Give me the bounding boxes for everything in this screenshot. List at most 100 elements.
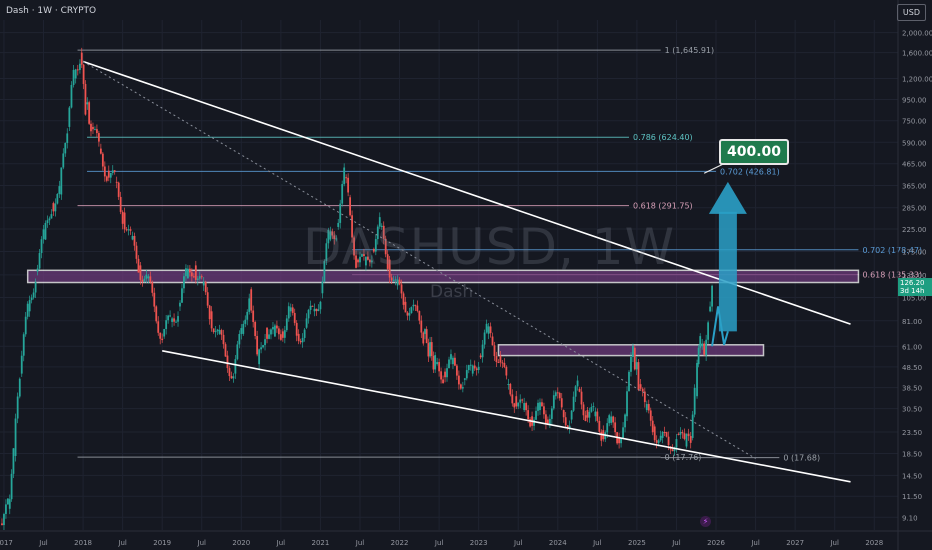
candle-body [103,166,106,177]
candle-body [475,368,478,370]
candle-body [137,258,140,273]
candle-body [149,276,152,283]
x-tick-label: Jul [276,539,286,547]
candle-body [420,320,423,333]
candle-body [430,342,433,356]
candle-body [483,332,486,345]
candle-body [125,229,128,231]
candle-body [626,391,628,417]
candle-body [663,431,666,433]
zone-rect [26,269,860,284]
candle-body [357,259,359,263]
candle-body [523,403,526,411]
currency-button[interactable]: USD [896,4,926,21]
candle-body [552,395,555,409]
candle-body [200,276,203,278]
y-tick-label: 105.00 [902,294,927,302]
candle-body [696,363,698,397]
candle-body [675,439,678,448]
candle-body [123,212,126,230]
candle-body [667,436,670,446]
candle-body [107,170,110,178]
candle-body [586,410,589,418]
candle-body [44,222,47,240]
candle-body [584,415,587,422]
candle-body [333,235,336,240]
candle-body [457,375,460,385]
candle-body [224,344,227,357]
symbol-header: Dash · 1W · CRYPTO [6,6,97,16]
candle-body [679,432,682,435]
candle-body [28,300,31,312]
candle-body [461,387,464,389]
candle-body [313,308,316,312]
candle-body [20,355,23,374]
candle-body [179,302,181,307]
candle-body [151,282,154,293]
y-tick-label: 81.00 [902,318,922,326]
y-tick-label: 14.50 [902,472,922,480]
candle-body [248,298,251,312]
y-tick-label: 61.00 [902,343,922,351]
candle-body [113,170,116,172]
candle-body [550,408,553,419]
y-tick-label: 11.50 [902,493,922,501]
candle-body [66,133,69,143]
candle-body [707,322,710,340]
time-axis[interactable]: 2017 Jul 2018 Jul 2019 Jul 2020 Jul 2021 Jul 2022 J… [0,530,932,547]
candle-body [339,203,342,223]
candle-body [40,239,43,254]
candle-body [505,366,508,376]
candle-body [681,432,684,434]
candle-body [651,420,654,433]
candle-body [139,265,142,280]
candle-body [368,259,371,263]
candle-body [491,336,494,346]
candle-body [143,278,146,282]
candle-body [367,256,369,260]
price-axis[interactable]: 2,000.00 1,600.00 1,200.00 950.00 750.00 590.… [897,0,932,550]
candle-body [438,362,441,372]
candle-body [181,288,183,303]
candle-body [72,69,75,85]
candle-body [183,276,185,289]
candle-body [266,327,268,339]
candle-body [620,437,622,444]
candle-body [493,345,496,357]
candle-body [588,411,591,418]
candle-body [70,84,73,108]
candle-body [272,327,274,330]
candle-body [133,235,136,246]
candle-body [222,334,225,345]
candle-body [386,254,389,269]
candle-body [418,311,421,321]
candle-body [56,193,59,204]
target-price-label: 400.00 [719,139,790,165]
candle-body [479,355,482,358]
candle-body [159,332,162,339]
candle-body [422,332,425,344]
candle-body [574,386,577,397]
x-tick-label: Jul [434,539,444,547]
candle-body [687,433,690,437]
candle-body [566,425,569,429]
candle-body [594,411,597,417]
candle-body [188,268,191,273]
x-tick-label: 2028 [865,539,883,547]
candle-body [305,318,308,328]
candle-body [198,276,201,279]
candle-body [331,231,334,236]
candle-body [36,268,39,272]
fib-label: 0.702 (178.47) [862,246,922,255]
candle-body [101,153,104,167]
candle-body [685,433,688,447]
candle-body [24,316,27,335]
candle-body [175,321,177,323]
candle-body [598,420,601,432]
fib-label: 0.618 (135.33) [862,271,922,280]
lightning-icon[interactable]: ⚡ [700,516,711,527]
candle-body [147,276,150,279]
candle-body [539,402,541,411]
candle-body [612,416,615,423]
